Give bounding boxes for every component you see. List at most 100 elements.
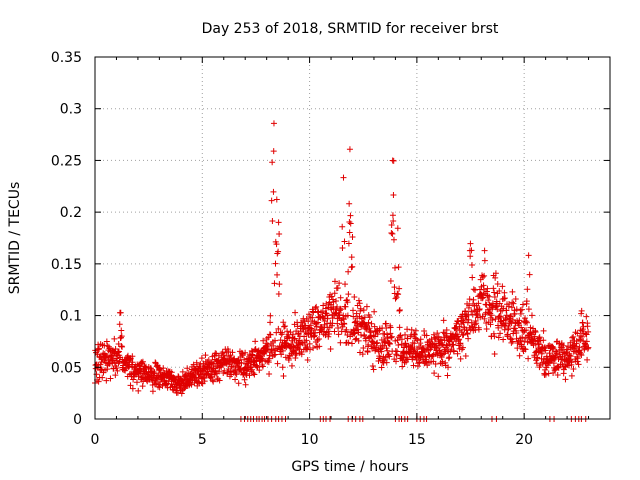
y-tick-label: 0.2 [60,205,82,221]
data-point [129,359,136,366]
data-point [505,325,512,332]
data-point [346,229,353,236]
y-axis-tick-labels: 0 0.05 0.1 0.15 0.2 0.25 0.3 0.35 [51,50,82,428]
data-point [402,331,409,338]
data-point [347,212,354,219]
data-point [95,378,102,385]
x-axis-tick-labels: 0 5 10 15 20 [91,432,534,448]
data-point [370,366,377,373]
data-point [326,330,333,337]
y-tick-label: 0.15 [51,257,82,273]
data-point [346,219,353,226]
data-point [286,335,293,342]
data-point [93,371,100,378]
data-point [387,330,394,337]
data-point [288,362,295,369]
data-point [168,369,175,376]
data-point [457,355,464,362]
data-point [350,307,357,314]
data-point [335,325,342,332]
data-point [138,374,145,381]
data-point [272,351,279,358]
data-point [224,370,231,377]
axis-ticks [94,56,610,420]
data-point [399,363,406,370]
data-point [421,327,428,334]
data-point [233,371,240,378]
data-point [314,308,321,315]
y-tick-label: 0.25 [51,153,82,169]
data-point [576,344,583,351]
data-point [378,348,385,355]
data-point [127,382,134,389]
data-point [316,343,323,350]
data-point [423,332,430,339]
data-point [395,291,402,298]
data-point [325,304,332,311]
data-point [273,196,280,203]
data-point [438,354,445,361]
data-point [440,317,447,324]
data-point [466,302,473,309]
data-point [465,316,472,323]
data-point [355,297,362,304]
data-point [337,294,344,301]
data-point [339,245,346,252]
data-point [334,320,341,327]
data-point [393,358,400,365]
data-point [500,295,507,302]
data-point [481,315,488,322]
data-point [113,364,120,371]
data-point [242,381,249,388]
data-point [373,340,380,347]
x-tick-label: 10 [301,432,319,448]
data-point [306,340,313,347]
y-tick-label: 0.05 [51,360,82,376]
data-point [524,319,531,326]
data-point [234,363,241,370]
y-tick-label: 0.35 [51,50,82,66]
data-point [407,350,414,357]
data-point [180,386,187,393]
data-point [139,358,146,365]
data-point [501,289,508,296]
data-point [344,299,351,306]
data-point [561,363,568,370]
data-point [489,316,496,323]
data-point [201,378,208,385]
data-point [270,120,277,127]
data-point [290,331,297,338]
data-point [525,252,532,259]
data-point [444,372,451,379]
data-point [462,352,469,359]
data-point [129,353,136,360]
data-point [549,343,556,350]
data-point [501,295,508,302]
data-point [394,290,401,297]
data-point [225,348,232,355]
data-point [583,338,590,345]
data-point [570,333,577,340]
data-point [467,240,474,247]
data-point [131,373,138,380]
data-point [460,331,467,338]
data-point [346,200,353,207]
data-point [542,347,549,354]
data-point [434,344,441,351]
data-point [387,277,394,284]
data-point [342,281,349,288]
data-point [275,291,282,298]
data-point [396,307,403,314]
data-point [149,388,156,395]
data-point [476,306,483,313]
data-point [252,338,259,345]
data-point [500,336,507,343]
data-point [371,308,378,315]
data-point [135,387,142,394]
data-point [309,314,316,321]
data-point [516,317,523,324]
data-point [114,367,121,374]
data-point [310,309,317,316]
data-point [467,253,474,260]
data-point [303,345,310,352]
